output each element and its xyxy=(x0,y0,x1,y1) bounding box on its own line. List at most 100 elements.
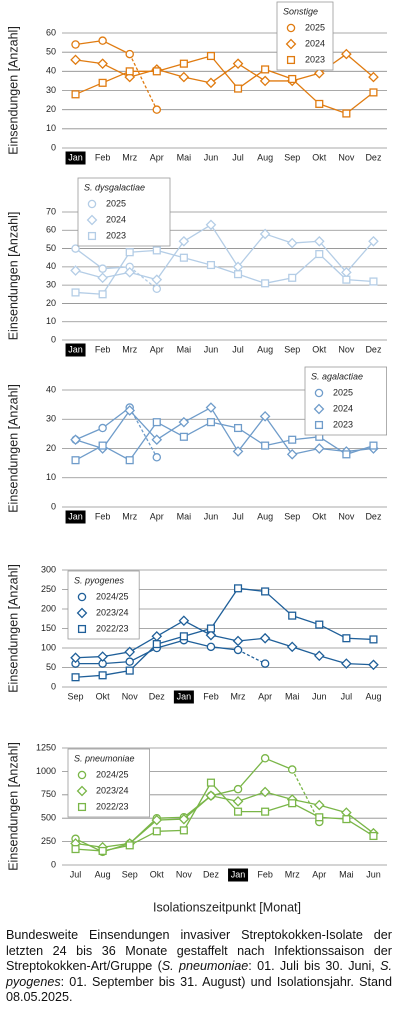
x-tick-label: Jun xyxy=(312,691,327,701)
marker xyxy=(179,632,188,641)
marker xyxy=(98,78,107,87)
marker xyxy=(77,624,87,634)
series-line xyxy=(75,439,103,450)
series-line xyxy=(102,271,130,279)
x-tick-label: Feb xyxy=(95,152,111,162)
series-line xyxy=(129,819,158,844)
marker xyxy=(288,611,297,620)
marker xyxy=(288,435,297,444)
marker xyxy=(97,651,108,662)
x-tick-label: Mai xyxy=(285,691,300,701)
x-tick-label: Aug xyxy=(257,511,273,521)
marker xyxy=(259,786,271,798)
marker xyxy=(287,765,297,774)
series-line xyxy=(292,798,320,806)
x-tick-label: Mrz xyxy=(122,152,137,162)
marker xyxy=(206,51,216,61)
legend-box xyxy=(276,1,334,71)
highlight-box xyxy=(228,868,249,882)
series-line xyxy=(102,70,130,84)
marker xyxy=(178,615,190,627)
y-axis-label: Einsendungen [Anzahl] xyxy=(6,26,20,155)
series-line xyxy=(237,791,266,802)
x-axis-label: Isolationszeitpunkt [Monat] xyxy=(153,900,301,914)
y-tick-label: 1250 xyxy=(36,742,56,752)
marker xyxy=(178,416,190,428)
series-line xyxy=(292,447,320,455)
series-line xyxy=(318,253,347,281)
marker xyxy=(179,253,188,262)
y-tick-label: 60 xyxy=(46,225,56,235)
marker xyxy=(125,456,134,465)
x-tick-label: Okt xyxy=(150,869,165,879)
marker xyxy=(152,284,162,294)
series-line xyxy=(210,795,239,802)
x-tick-label: Jun xyxy=(204,344,219,354)
series-line xyxy=(291,802,320,818)
marker xyxy=(178,813,190,825)
series-line xyxy=(237,63,266,82)
marker xyxy=(233,584,243,593)
legend-title: Sonstige xyxy=(283,6,318,16)
x-tick-label: Okt xyxy=(312,511,327,521)
x-tick-label: Aug xyxy=(257,344,273,354)
series-line xyxy=(102,40,130,55)
marker xyxy=(315,813,324,822)
x-tick-label: Apr xyxy=(150,152,164,162)
x-tick-label: Sep xyxy=(122,869,138,879)
x-tick-label: Jul xyxy=(232,511,244,521)
figure: Isolationszeitpunkt [Monat] Einsendungen… xyxy=(6,1,387,914)
series-line xyxy=(264,233,293,244)
series-line xyxy=(210,421,239,429)
marker xyxy=(233,270,243,279)
marker xyxy=(232,796,244,807)
legend-title: S. dysgalactiae xyxy=(84,182,145,192)
y-tick-label: 1000 xyxy=(36,766,56,776)
y-tick-label: 20 xyxy=(46,298,56,308)
marker xyxy=(71,456,80,465)
legend-label: 2025 xyxy=(106,198,126,208)
marker xyxy=(313,799,325,811)
caption-text: S. pneumoniae xyxy=(161,959,249,973)
marker xyxy=(233,784,243,794)
y-tick-label: 70 xyxy=(46,206,56,216)
y-tick-label: 0 xyxy=(51,142,56,152)
x-tick-label: Jan xyxy=(177,691,192,701)
x-tick-label: Mrz xyxy=(231,691,246,701)
marker xyxy=(205,402,217,413)
series-line xyxy=(264,802,293,813)
legend-title: S. pyogenes xyxy=(74,575,125,585)
y-tick-label: 40 xyxy=(46,384,56,394)
marker xyxy=(369,635,378,644)
x-tick-label: Dez xyxy=(203,869,220,879)
x-tick-label: Mrz xyxy=(285,869,300,879)
legend-label: 2024/25 xyxy=(96,769,129,779)
marker xyxy=(313,67,325,79)
marker xyxy=(260,754,270,763)
marker xyxy=(152,105,162,114)
series-line xyxy=(346,637,374,641)
caption: Bundesweite Einsendungen invasiver Strep… xyxy=(6,928,392,1006)
marker xyxy=(206,624,216,633)
marker xyxy=(288,273,297,282)
series-line xyxy=(183,421,212,438)
series-line xyxy=(75,848,103,852)
x-tick-label: Sep xyxy=(68,691,84,701)
series-line xyxy=(319,655,347,665)
marker xyxy=(232,446,244,457)
marker xyxy=(259,411,271,422)
y-tick-label: 40 xyxy=(46,66,56,76)
caption-text: : 01. Juli bis 30. Juni, xyxy=(248,959,381,973)
marker xyxy=(179,826,188,835)
y-tick-label: 30 xyxy=(46,85,56,95)
x-tick-label: Mrz xyxy=(122,344,137,354)
series-line xyxy=(237,757,266,790)
marker xyxy=(233,807,243,816)
x-tick-label: Dez xyxy=(149,691,166,701)
series-line xyxy=(264,415,293,455)
series-line xyxy=(183,639,212,648)
series-line xyxy=(291,78,320,105)
series-line xyxy=(102,669,130,676)
x-tick-label: Jun xyxy=(204,152,219,162)
y-tick-label: 0 xyxy=(51,681,56,691)
